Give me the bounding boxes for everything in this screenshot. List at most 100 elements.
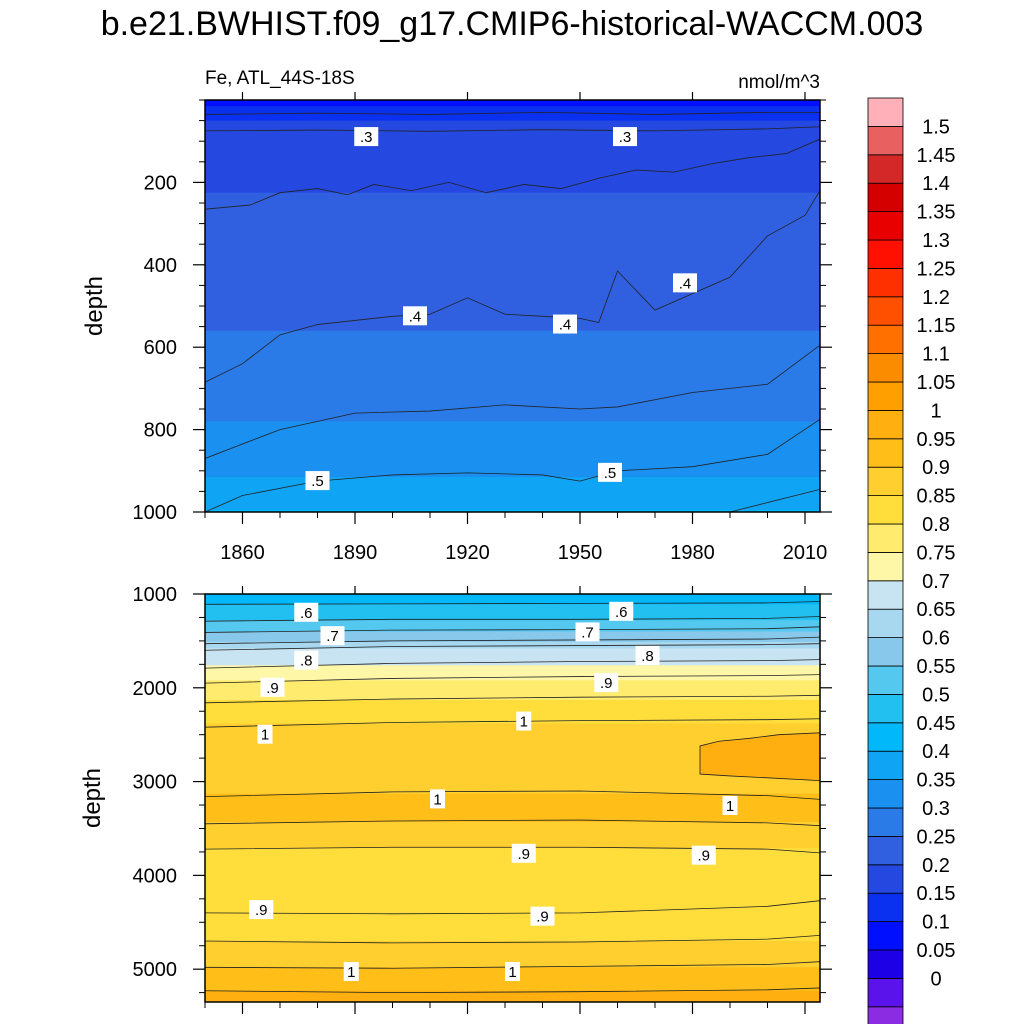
colorbar-label: 0.75 <box>917 542 956 564</box>
lower-contour-label: .9 <box>536 909 549 926</box>
colorbar-label: 0.2 <box>922 855 950 877</box>
lower-y-tick-label: 2000 <box>133 678 178 700</box>
upper-x-tick-label: 1920 <box>445 542 490 564</box>
colorbar-label: 0.4 <box>922 741 950 763</box>
lower-contour-label-bg <box>505 961 520 981</box>
upper-contour-label: .4 <box>679 275 692 292</box>
lower-contour-label: .9 <box>266 680 279 697</box>
colorbar-label: 1.15 <box>917 315 956 337</box>
lower-y-tick-label: 5000 <box>133 959 178 981</box>
colorbar-swatch <box>867 580 904 610</box>
colorbar-label: 0.5 <box>922 684 950 706</box>
lower-contour-label-bg <box>257 724 273 744</box>
colorbar-label: 0.7 <box>922 571 950 593</box>
upper-contour-label-bg <box>553 314 577 334</box>
upper-level-band <box>205 120 820 194</box>
lower-isoline <box>205 961 820 969</box>
colorbar-swatch <box>867 637 904 667</box>
upper-level-band <box>205 100 820 108</box>
variable-region-label: Fe, ATL_44S-18S <box>205 68 355 89</box>
upper-y-tick-label: 200 <box>144 172 177 194</box>
colorbar-swatch <box>867 921 904 951</box>
lower-panel: .6 .6 .7 .7 .8 .8 .9 .9 1 1 1 1 .9 .9 .9 .9 1 1 1000 2000 3… <box>79 584 832 1014</box>
lower-panel-frame <box>204 593 821 1003</box>
upper-contour-label-bg <box>354 127 379 147</box>
lower-contour-label: 1 <box>347 964 355 981</box>
colorbar-swatch <box>867 211 904 241</box>
upper-isoline <box>205 126 820 132</box>
colorbar-swatch <box>867 807 904 837</box>
colorbar-label: 0.45 <box>917 713 956 735</box>
colorbar-swatch <box>867 495 904 525</box>
lower-y-tick-label: 4000 <box>133 865 178 887</box>
colorbar-label: 1 <box>930 400 941 422</box>
lower-contour-label: .6 <box>615 604 628 621</box>
figure-title: b.e21.BWHIST.f09_g17.CMIP6-historical-WA… <box>101 5 924 43</box>
colorbar-label: 1.4 <box>922 173 950 195</box>
colorbar-labels: 1.5 1.45 1.4 1.35 1.3 1.25 1.2 1.15 1.1 1.05 1 0.95… <box>917 116 956 990</box>
lower-isoline <box>205 900 820 915</box>
lower-level-band <box>205 648 820 667</box>
colorbar-swatch <box>867 665 904 695</box>
lower-contour-label-bg <box>575 622 600 642</box>
lower-contour-label: 1 <box>261 727 269 744</box>
upper-isoline <box>205 111 820 115</box>
lower-isoline <box>205 601 820 605</box>
colorbar-label: 1.05 <box>917 372 956 394</box>
lower-contour-label-bg <box>430 789 445 809</box>
colorbar-label: 1.3 <box>922 230 950 252</box>
lower-isoline <box>205 819 820 827</box>
upper-contour-label: .5 <box>604 465 617 482</box>
upper-isoline <box>205 344 820 459</box>
lower-isoline <box>205 616 820 622</box>
upper-level-band <box>205 476 820 511</box>
colorbar-label: 0.1 <box>922 912 950 934</box>
lower-level-band <box>205 990 820 1002</box>
lower-panel-axes: 1000 2000 3000 4000 5000 <box>133 584 832 1014</box>
colorbar-swatch <box>867 353 904 383</box>
colorbar-swatch <box>867 779 904 809</box>
colorbar: 1.5 1.45 1.4 1.35 1.3 1.25 1.2 1.15 1.1 1.05 1 0.95… <box>867 97 956 1024</box>
colorbar-label: 1.25 <box>917 258 956 280</box>
colorbar-swatch <box>867 438 904 468</box>
colorbar-swatch <box>867 154 904 184</box>
lower-contour-label-bg <box>343 961 359 981</box>
colorbar-swatch <box>867 722 904 752</box>
units-label: nmol/m^3 <box>738 72 820 93</box>
lower-patch <box>699 732 820 782</box>
upper-level-band <box>205 509 820 512</box>
upper-isoline <box>205 138 820 210</box>
colorbar-swatch <box>867 836 904 866</box>
colorbar-swatch <box>867 1006 904 1024</box>
lower-isoline <box>205 643 820 651</box>
lower-panel-contour-labels: .6 .6 .7 .7 .8 .8 .9 .9 1 1 1 1 .9 .9 .9 .9 1 1 <box>249 601 738 981</box>
colorbar-swatch <box>867 267 904 298</box>
lower-contour-label-bg <box>609 601 634 621</box>
upper-y-tick-label: 1000 <box>133 502 178 524</box>
lower-level-band <box>205 680 820 701</box>
lower-contour-label-bg <box>530 906 555 926</box>
upper-panel-fill <box>205 100 820 512</box>
lower-contour-label: .9 <box>697 848 710 865</box>
upper-level-band <box>205 106 820 122</box>
colorbar-swatch <box>867 324 904 355</box>
upper-panel-contour-labels: .3 .3 .4 .4 .4 .5 .5 <box>305 127 697 491</box>
colorbar-label: 1.1 <box>922 344 950 366</box>
lower-isoline <box>205 987 820 994</box>
colorbar-swatch <box>867 126 904 156</box>
lower-contour-label-bg <box>516 711 532 731</box>
upper-isoline <box>205 190 820 383</box>
upper-level-band <box>205 421 820 478</box>
colorbar-label: 1.45 <box>917 145 956 167</box>
colorbar-swatch <box>867 409 904 440</box>
colorbar-swatch <box>867 978 904 1008</box>
colorbar-label: 1.2 <box>922 287 950 309</box>
colorbar-swatch <box>867 239 904 269</box>
colorbar-label: 0.95 <box>917 429 956 451</box>
lower-contour-label: .9 <box>517 846 530 863</box>
colorbar-swatch <box>867 552 904 582</box>
lower-contour-label-bg <box>594 673 619 693</box>
lower-contour-label: 1 <box>433 791 441 808</box>
colorbar-label: 0.8 <box>922 514 950 536</box>
upper-x-tick-label: 1950 <box>558 542 603 564</box>
